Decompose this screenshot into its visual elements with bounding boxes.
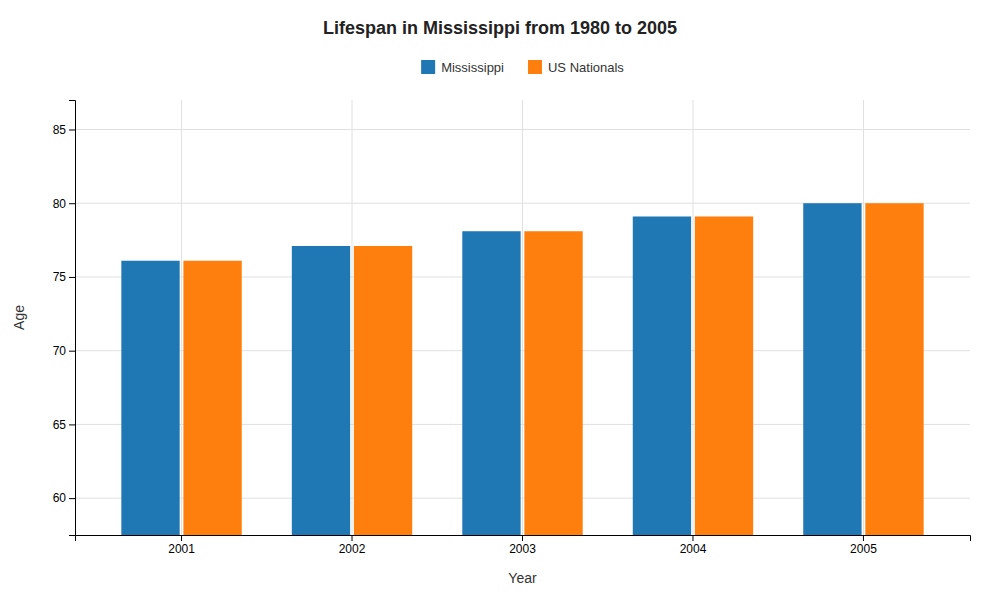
x-axis: 2001 2002 2003 2004 2005 xyxy=(76,535,971,556)
bar xyxy=(695,216,753,535)
y-tick-label: 85 xyxy=(53,123,67,137)
x-tick-label: 2005 xyxy=(850,542,877,556)
title: Lifespan in Mississippi from 1980 to 200… xyxy=(323,18,677,38)
y-tick: 65 xyxy=(53,418,75,432)
y-tick-label: 80 xyxy=(53,197,67,211)
x-tick: 2003 xyxy=(509,535,536,556)
legend-label: US Nationals xyxy=(548,60,624,75)
y-tick-label: 65 xyxy=(53,418,67,432)
legend-swatch xyxy=(528,60,542,74)
x-grid-line xyxy=(352,100,353,535)
x-tick-mark xyxy=(863,535,864,541)
x-tick-mark xyxy=(692,535,693,541)
x-grid-line xyxy=(181,100,182,535)
y-tick-mark xyxy=(69,424,75,425)
bar-series xyxy=(121,203,861,535)
bar xyxy=(803,203,861,535)
x-tick: 2001 xyxy=(168,535,195,556)
legend-item: US Nationals xyxy=(528,60,624,75)
bar xyxy=(462,231,520,535)
bar xyxy=(633,216,691,535)
x-tick-mark xyxy=(352,535,353,541)
x-tick: 2004 xyxy=(680,535,707,556)
y-tick-label: 75 xyxy=(53,270,67,284)
legend-swatch xyxy=(421,60,435,74)
bar xyxy=(121,261,179,535)
y-tick: 70 xyxy=(53,344,75,358)
x-tick-label: 2002 xyxy=(339,542,366,556)
x-tick-label: 2004 xyxy=(680,542,707,556)
y-tick-mark xyxy=(69,498,75,499)
x-tick-mark xyxy=(522,535,523,541)
y-tick: 60 xyxy=(53,491,75,505)
x-tick-mark xyxy=(181,535,182,541)
y-tick: 75 xyxy=(53,270,75,284)
x-grid-line xyxy=(692,100,693,535)
legend-item: Mississippi xyxy=(421,60,504,75)
y-tick-mark xyxy=(69,203,75,204)
y-axis-line xyxy=(69,101,76,536)
x-axis-line xyxy=(76,536,971,542)
x-tick-label: 2001 xyxy=(168,542,195,556)
x-grid-line xyxy=(522,100,523,535)
y-axis: 60 65 70 75 80 85 xyxy=(53,101,76,536)
x-tick-label: 2003 xyxy=(509,542,536,556)
bar xyxy=(183,261,241,535)
x-grid-line xyxy=(863,100,864,535)
bar xyxy=(524,231,582,535)
y-tick: 80 xyxy=(53,197,75,211)
bar-series xyxy=(183,203,923,535)
chart: 60 65 70 75 80 85 2001 2002 2003 2004 2005 Year Age L… xyxy=(0,0,1000,600)
x-tick: 2005 xyxy=(850,535,877,556)
grid xyxy=(75,100,970,535)
y-tick-label: 70 xyxy=(53,344,67,358)
y-tick-mark xyxy=(69,129,75,130)
x-axis-title: Year xyxy=(508,570,537,586)
y-tick-mark xyxy=(69,351,75,352)
legend: Mississippi US Nationals xyxy=(421,60,624,75)
bar xyxy=(354,246,412,535)
bars xyxy=(121,203,923,535)
y-tick: 85 xyxy=(53,123,75,137)
y-axis-title: Age xyxy=(11,305,27,330)
bar xyxy=(865,203,923,535)
plot: 60 65 70 75 80 85 2001 2002 2003 2004 2005 xyxy=(53,100,971,556)
y-tick-mark xyxy=(69,277,75,278)
bar xyxy=(292,246,350,535)
x-tick: 2002 xyxy=(339,535,366,556)
y-tick-label: 60 xyxy=(53,491,67,505)
legend-label: Mississippi xyxy=(441,60,504,75)
